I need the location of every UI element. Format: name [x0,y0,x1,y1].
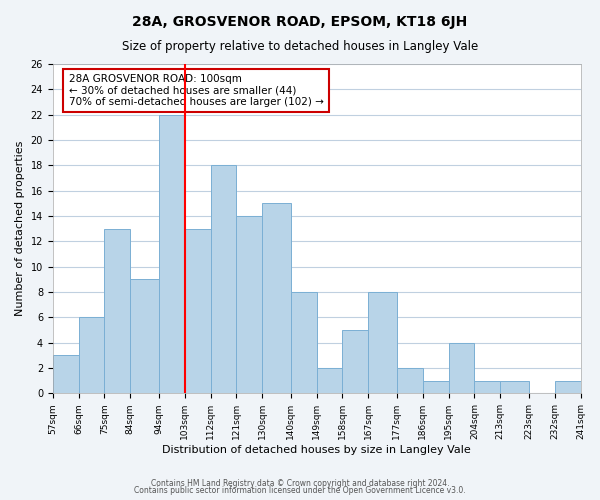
Bar [236,216,262,394]
Bar [159,114,185,394]
Text: Contains public sector information licensed under the Open Government Licence v3: Contains public sector information licen… [134,486,466,495]
Bar [500,380,529,394]
Bar [449,342,475,394]
Bar [130,280,159,394]
Bar [554,380,581,394]
Y-axis label: Number of detached properties: Number of detached properties [15,141,25,316]
Bar [423,380,449,394]
Bar [368,292,397,394]
Text: Contains HM Land Registry data © Crown copyright and database right 2024.: Contains HM Land Registry data © Crown c… [151,478,449,488]
X-axis label: Distribution of detached houses by size in Langley Vale: Distribution of detached houses by size … [162,445,471,455]
Bar [262,204,291,394]
Bar [79,318,104,394]
Bar [397,368,423,394]
Bar [53,356,79,394]
Text: 28A GROSVENOR ROAD: 100sqm
← 30% of detached houses are smaller (44)
70% of semi: 28A GROSVENOR ROAD: 100sqm ← 30% of deta… [68,74,323,107]
Bar [104,228,130,394]
Bar [291,292,317,394]
Text: Size of property relative to detached houses in Langley Vale: Size of property relative to detached ho… [122,40,478,53]
Bar [211,166,236,394]
Bar [317,368,343,394]
Text: 28A, GROSVENOR ROAD, EPSOM, KT18 6JH: 28A, GROSVENOR ROAD, EPSOM, KT18 6JH [133,15,467,29]
Bar [185,228,211,394]
Bar [475,380,500,394]
Bar [343,330,368,394]
